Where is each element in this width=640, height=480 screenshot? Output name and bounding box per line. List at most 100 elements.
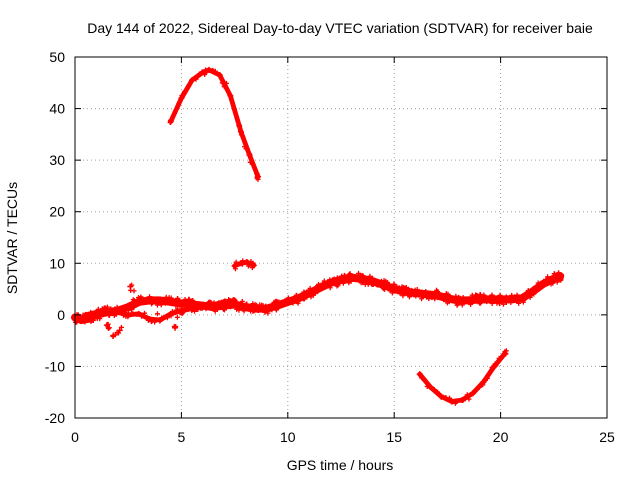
data-point-cluster bbox=[346, 271, 352, 277]
data-point-cluster bbox=[503, 299, 509, 305]
data-point-cluster bbox=[120, 307, 126, 313]
data-point-cluster bbox=[278, 302, 284, 308]
data-point-cluster bbox=[414, 287, 420, 293]
data-point-cluster bbox=[73, 315, 79, 321]
data-point-cluster bbox=[460, 295, 466, 301]
data-point-cluster bbox=[244, 146, 250, 152]
data-point-cluster bbox=[351, 273, 357, 279]
data-point-cluster bbox=[112, 332, 118, 338]
chart-title: Day 144 of 2022, Sidereal Day-to-day VTE… bbox=[87, 20, 593, 36]
data-point-cluster bbox=[247, 151, 253, 157]
data-point bbox=[438, 393, 445, 400]
data-point-cluster bbox=[299, 294, 305, 300]
data-point-cluster bbox=[341, 272, 347, 278]
ticks: 0 5 10 15 20 25 -20 -10 0 10 20 30 40 50 bbox=[45, 49, 615, 445]
data-point-cluster bbox=[177, 308, 183, 314]
data-point-cluster bbox=[543, 277, 549, 283]
data-point-cluster bbox=[138, 294, 144, 300]
data-point-cluster bbox=[193, 76, 199, 82]
data-point-cluster bbox=[535, 280, 541, 286]
data-point-cluster bbox=[370, 282, 376, 288]
data-point-cluster bbox=[200, 302, 206, 308]
data-point-cluster bbox=[295, 300, 301, 306]
data-point-cluster bbox=[367, 273, 373, 279]
data-point-cluster bbox=[207, 305, 213, 311]
data-point-cluster bbox=[554, 279, 560, 285]
data-point-cluster bbox=[296, 296, 302, 302]
data-point-cluster bbox=[308, 288, 314, 294]
data-point-cluster bbox=[185, 84, 191, 90]
data-point-cluster bbox=[123, 311, 129, 317]
data-point-cluster bbox=[406, 294, 412, 300]
data-point-cluster bbox=[159, 315, 165, 321]
data-point-cluster bbox=[180, 309, 186, 315]
data-point-cluster bbox=[231, 297, 237, 303]
data-point-cluster bbox=[257, 307, 263, 313]
data-point bbox=[216, 72, 223, 79]
data-point-cluster bbox=[164, 315, 170, 321]
data-point-cluster bbox=[492, 296, 498, 301]
data-point bbox=[157, 297, 164, 304]
plot-frame bbox=[74, 56, 608, 419]
data-point-cluster bbox=[219, 80, 225, 86]
data-point-cluster bbox=[413, 293, 419, 299]
data-point-cluster bbox=[396, 287, 402, 293]
data-point bbox=[114, 309, 121, 316]
data-point-cluster bbox=[527, 294, 533, 300]
data-point-cluster bbox=[168, 117, 174, 123]
y-tick-label: 0 bbox=[57, 307, 65, 323]
data-point-cluster bbox=[307, 285, 313, 291]
data-point-cluster bbox=[168, 295, 174, 301]
data-point-cluster bbox=[236, 307, 242, 313]
data-point-cluster bbox=[138, 299, 144, 305]
data-point-cluster bbox=[500, 295, 506, 301]
data-point-cluster bbox=[104, 306, 110, 312]
plot-border bbox=[74, 56, 608, 419]
data-point-cluster bbox=[192, 301, 198, 307]
data-point-cluster bbox=[82, 318, 88, 324]
data-point-cluster bbox=[464, 392, 470, 398]
data-point-cluster bbox=[273, 307, 279, 313]
x-tick-label: 20 bbox=[493, 429, 509, 445]
data-point bbox=[116, 327, 123, 334]
y-tick-label: 30 bbox=[49, 152, 65, 168]
data-point-cluster bbox=[241, 144, 247, 150]
data-point-cluster bbox=[99, 306, 105, 312]
data-point-cluster bbox=[212, 308, 218, 314]
data-point-cluster bbox=[447, 293, 453, 299]
data-point-cluster bbox=[128, 304, 134, 310]
data-point bbox=[231, 262, 238, 269]
data-point-cluster bbox=[496, 355, 502, 361]
data-point-cluster bbox=[290, 300, 296, 306]
data-point-cluster bbox=[530, 286, 536, 292]
data-point-cluster bbox=[239, 260, 245, 266]
data-point-cluster bbox=[477, 292, 483, 298]
data-point bbox=[135, 310, 142, 317]
data-point-cluster bbox=[180, 299, 186, 305]
data-point-cluster bbox=[212, 68, 218, 74]
data-point-cluster bbox=[225, 300, 231, 306]
data-point-cluster bbox=[539, 283, 545, 289]
x-tick-label: 15 bbox=[386, 429, 402, 445]
data-point-cluster bbox=[262, 309, 268, 315]
data-point-cluster bbox=[173, 324, 179, 330]
data-point-cluster bbox=[237, 123, 243, 129]
series-scatter-spikes bbox=[103, 282, 186, 339]
data-point-cluster bbox=[260, 303, 266, 309]
data-point-cluster bbox=[185, 299, 191, 305]
y-tick-label: -10 bbox=[45, 358, 65, 374]
y-axis-title: SDTVAR / TECUs bbox=[4, 182, 20, 294]
data-point-cluster bbox=[370, 275, 376, 281]
data-point-cluster bbox=[249, 265, 255, 271]
data-point-cluster bbox=[310, 292, 316, 298]
data-point-cluster bbox=[301, 289, 307, 295]
data-point-cluster bbox=[106, 313, 112, 319]
data-point-cluster bbox=[186, 296, 192, 302]
data-point-cluster bbox=[179, 92, 185, 98]
data-point-cluster bbox=[377, 280, 383, 286]
data-point-cluster bbox=[557, 276, 563, 282]
data-point-cluster bbox=[459, 302, 465, 308]
data-point-cluster bbox=[342, 273, 348, 279]
data-point-cluster bbox=[232, 266, 238, 272]
